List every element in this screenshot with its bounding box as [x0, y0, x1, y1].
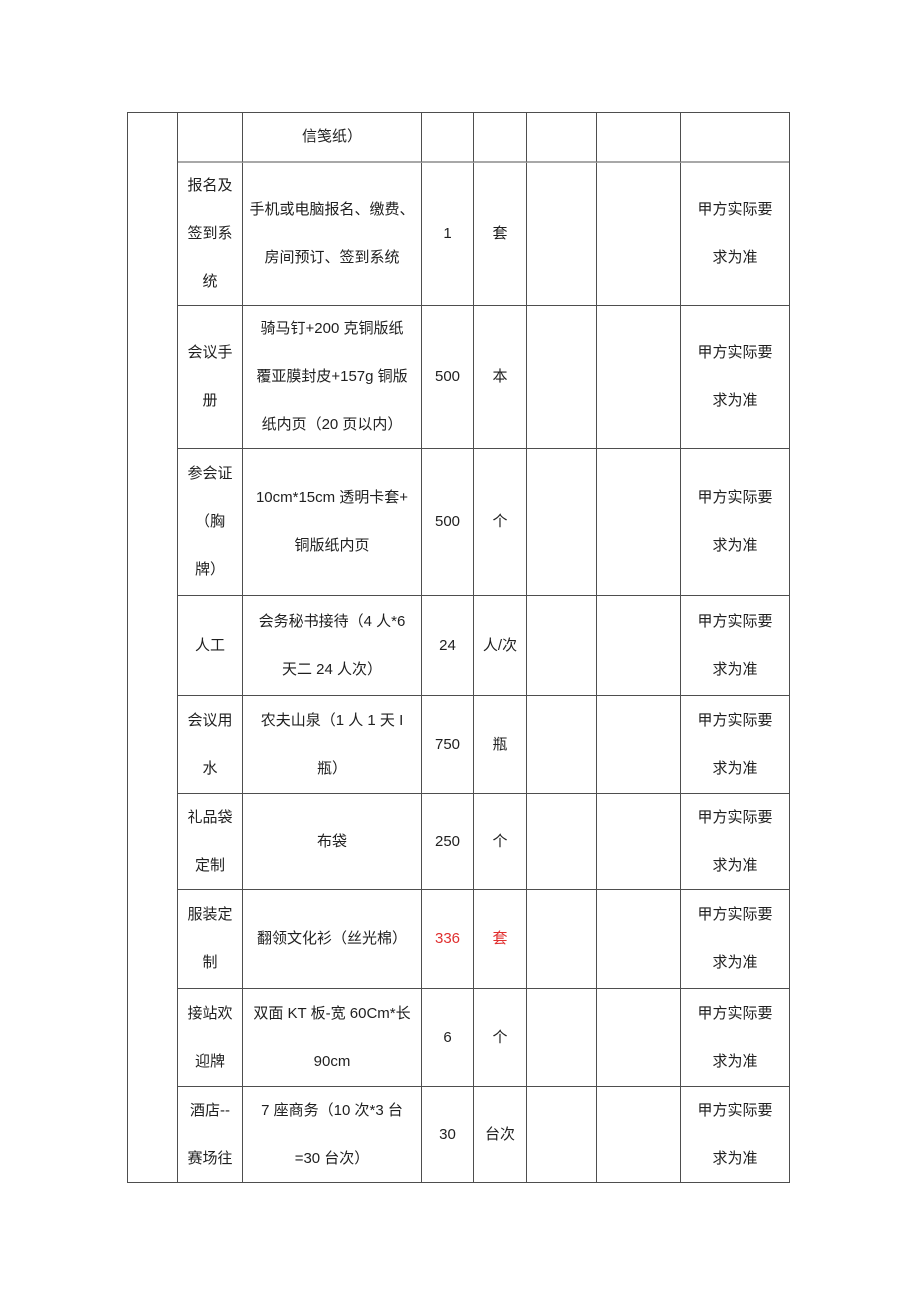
- table-cell-empty-2: [597, 696, 681, 794]
- table-cell-unit: 个: [474, 449, 527, 596]
- table-cell-empty-1: [527, 890, 597, 989]
- table-cell-empty-1: [527, 306, 597, 449]
- table-cell-empty-1: [527, 794, 597, 890]
- table-cell-empty-1: [527, 696, 597, 794]
- budget-table: 信笺纸） 报名及 签到系 统 手机或电脑报名、缴费、 房间预订、签到系统 1 套…: [127, 112, 790, 1183]
- table-cell-item: 礼品袋 定制: [178, 794, 243, 890]
- table-cell-item: 参会证 （胸 牌）: [178, 449, 243, 596]
- table-cell-note: 甲方实际要 求为准: [681, 449, 789, 596]
- table-cell-spec: 会务秘书接待（4 人*6 天二 24 人次）: [243, 596, 422, 696]
- table-cell-unit: 台次: [474, 1087, 527, 1182]
- table-cell-note: [681, 113, 789, 163]
- table-cell-empty-2: [597, 163, 681, 306]
- table-cell-spec: 7 座商务（10 次*3 台 =30 台次）: [243, 1087, 422, 1182]
- table-cell-unit: 个: [474, 989, 527, 1087]
- table-cell-empty-1: [527, 989, 597, 1087]
- table-cell-spec: 骑马钉+200 克铜版纸 覆亚膜封皮+157g 铜版 纸内页（20 页以内）: [243, 306, 422, 449]
- table-cell-item: [178, 113, 243, 163]
- table-cell-note: 甲方实际要 求为准: [681, 696, 789, 794]
- table-cell-empty-1: [527, 449, 597, 596]
- table-cell-spec: 双面 KT 板-宽 60Cm*长 90cm: [243, 989, 422, 1087]
- table-cell-qty: 750: [422, 696, 474, 794]
- table-cell-qty: 1: [422, 163, 474, 306]
- table-cell-empty-2: [597, 306, 681, 449]
- table-cell-spec: 10cm*15cm 透明卡套+ 铜版纸内页: [243, 449, 422, 596]
- table-cell-qty-highlighted: 336: [422, 890, 474, 989]
- table-cell-note: 甲方实际要 求为准: [681, 794, 789, 890]
- table-cell-empty-1: [527, 1087, 597, 1182]
- serial-column-merged-cell: [128, 113, 178, 1182]
- table-cell-unit: 人/次: [474, 596, 527, 696]
- table-cell-empty-2: [597, 449, 681, 596]
- table-cell-item: 会议手 册: [178, 306, 243, 449]
- table-cell-unit: 瓶: [474, 696, 527, 794]
- table-cell-empty-2: [597, 113, 681, 163]
- table-cell-note: 甲方实际要 求为准: [681, 989, 789, 1087]
- table-cell-item: 酒店-- 赛场往: [178, 1087, 243, 1182]
- table-cell-empty-1: [527, 113, 597, 163]
- table-cell-empty-2: [597, 596, 681, 696]
- table-cell-qty: 6: [422, 989, 474, 1087]
- table-cell-qty: 500: [422, 306, 474, 449]
- table-cell-note: 甲方实际要 求为准: [681, 306, 789, 449]
- table-cell-unit: [474, 113, 527, 163]
- table-cell-note: 甲方实际要 求为准: [681, 890, 789, 989]
- table-cell-spec: 翻领文化衫（丝光棉）: [243, 890, 422, 989]
- table-cell-spec: 手机或电脑报名、缴费、 房间预订、签到系统: [243, 163, 422, 306]
- table-cell-note: 甲方实际要 求为准: [697, 1101, 773, 1167]
- table-cell-item: 会议用 水: [178, 696, 243, 794]
- table-cell-item: 服装定 制: [178, 890, 243, 989]
- table-cell-unit: 个: [474, 794, 527, 890]
- table-cell-qty: 24: [422, 596, 474, 696]
- table-cell-item: 报名及 签到系 统: [178, 163, 243, 306]
- table-cell-note: 甲方实际要 求为准: [681, 163, 789, 306]
- table-cell-empty-2: [597, 1087, 681, 1182]
- table-cell-qty: 500: [422, 449, 474, 596]
- table-cell-unit: 本: [474, 306, 527, 449]
- table-cell-unit-highlighted: 套: [474, 890, 527, 989]
- table-cell-qty: [422, 113, 474, 163]
- table-cell-note: 甲方实际要 求为准: [681, 596, 789, 696]
- table-cell-empty-2: [597, 890, 681, 989]
- table-cell-empty-1: [527, 163, 597, 306]
- table-cell-item: 人工: [178, 596, 243, 696]
- table-cell-spec: 布袋: [243, 794, 422, 890]
- table-cell-item: 接站欢 迎牌: [178, 989, 243, 1087]
- table-cell-empty-2: [597, 794, 681, 890]
- table-cell-unit: 套: [474, 163, 527, 306]
- table-cell-spec: 信笺纸）: [243, 113, 422, 163]
- table-cell-qty: 30: [422, 1087, 474, 1182]
- table-cell-qty: 250: [422, 794, 474, 890]
- table-cell-empty-2: [597, 989, 681, 1087]
- table-cell-spec: 农夫山泉（1 人 1 天 I 瓶）: [243, 696, 422, 794]
- table-cell-empty-1: [527, 596, 597, 696]
